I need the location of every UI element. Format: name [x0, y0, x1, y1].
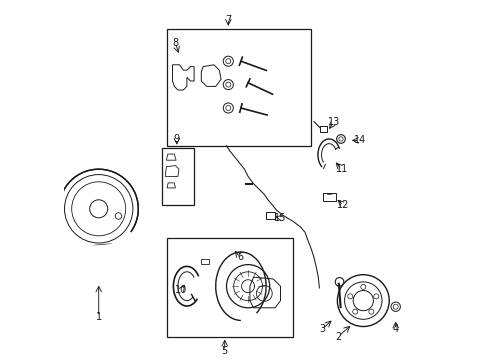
Text: 4: 4 — [392, 324, 398, 334]
Text: 15: 15 — [274, 213, 286, 223]
Text: 12: 12 — [337, 200, 349, 210]
Text: 13: 13 — [327, 117, 339, 127]
Bar — [201, 259, 208, 264]
Bar — [167, 29, 310, 146]
Text: 8: 8 — [172, 38, 178, 48]
Text: 3: 3 — [318, 324, 325, 334]
Text: 9: 9 — [173, 134, 180, 144]
Bar — [162, 148, 194, 205]
Text: 7: 7 — [224, 15, 231, 25]
Text: 5: 5 — [221, 346, 227, 356]
Text: 1: 1 — [96, 312, 102, 322]
Text: 2: 2 — [334, 332, 341, 342]
Bar — [322, 193, 335, 201]
Bar — [265, 212, 274, 219]
Text: 14: 14 — [353, 135, 365, 145]
Bar — [320, 126, 326, 132]
Text: 10: 10 — [175, 285, 187, 295]
Text: 6: 6 — [237, 252, 243, 262]
Bar — [167, 238, 292, 337]
Text: 11: 11 — [335, 164, 347, 174]
